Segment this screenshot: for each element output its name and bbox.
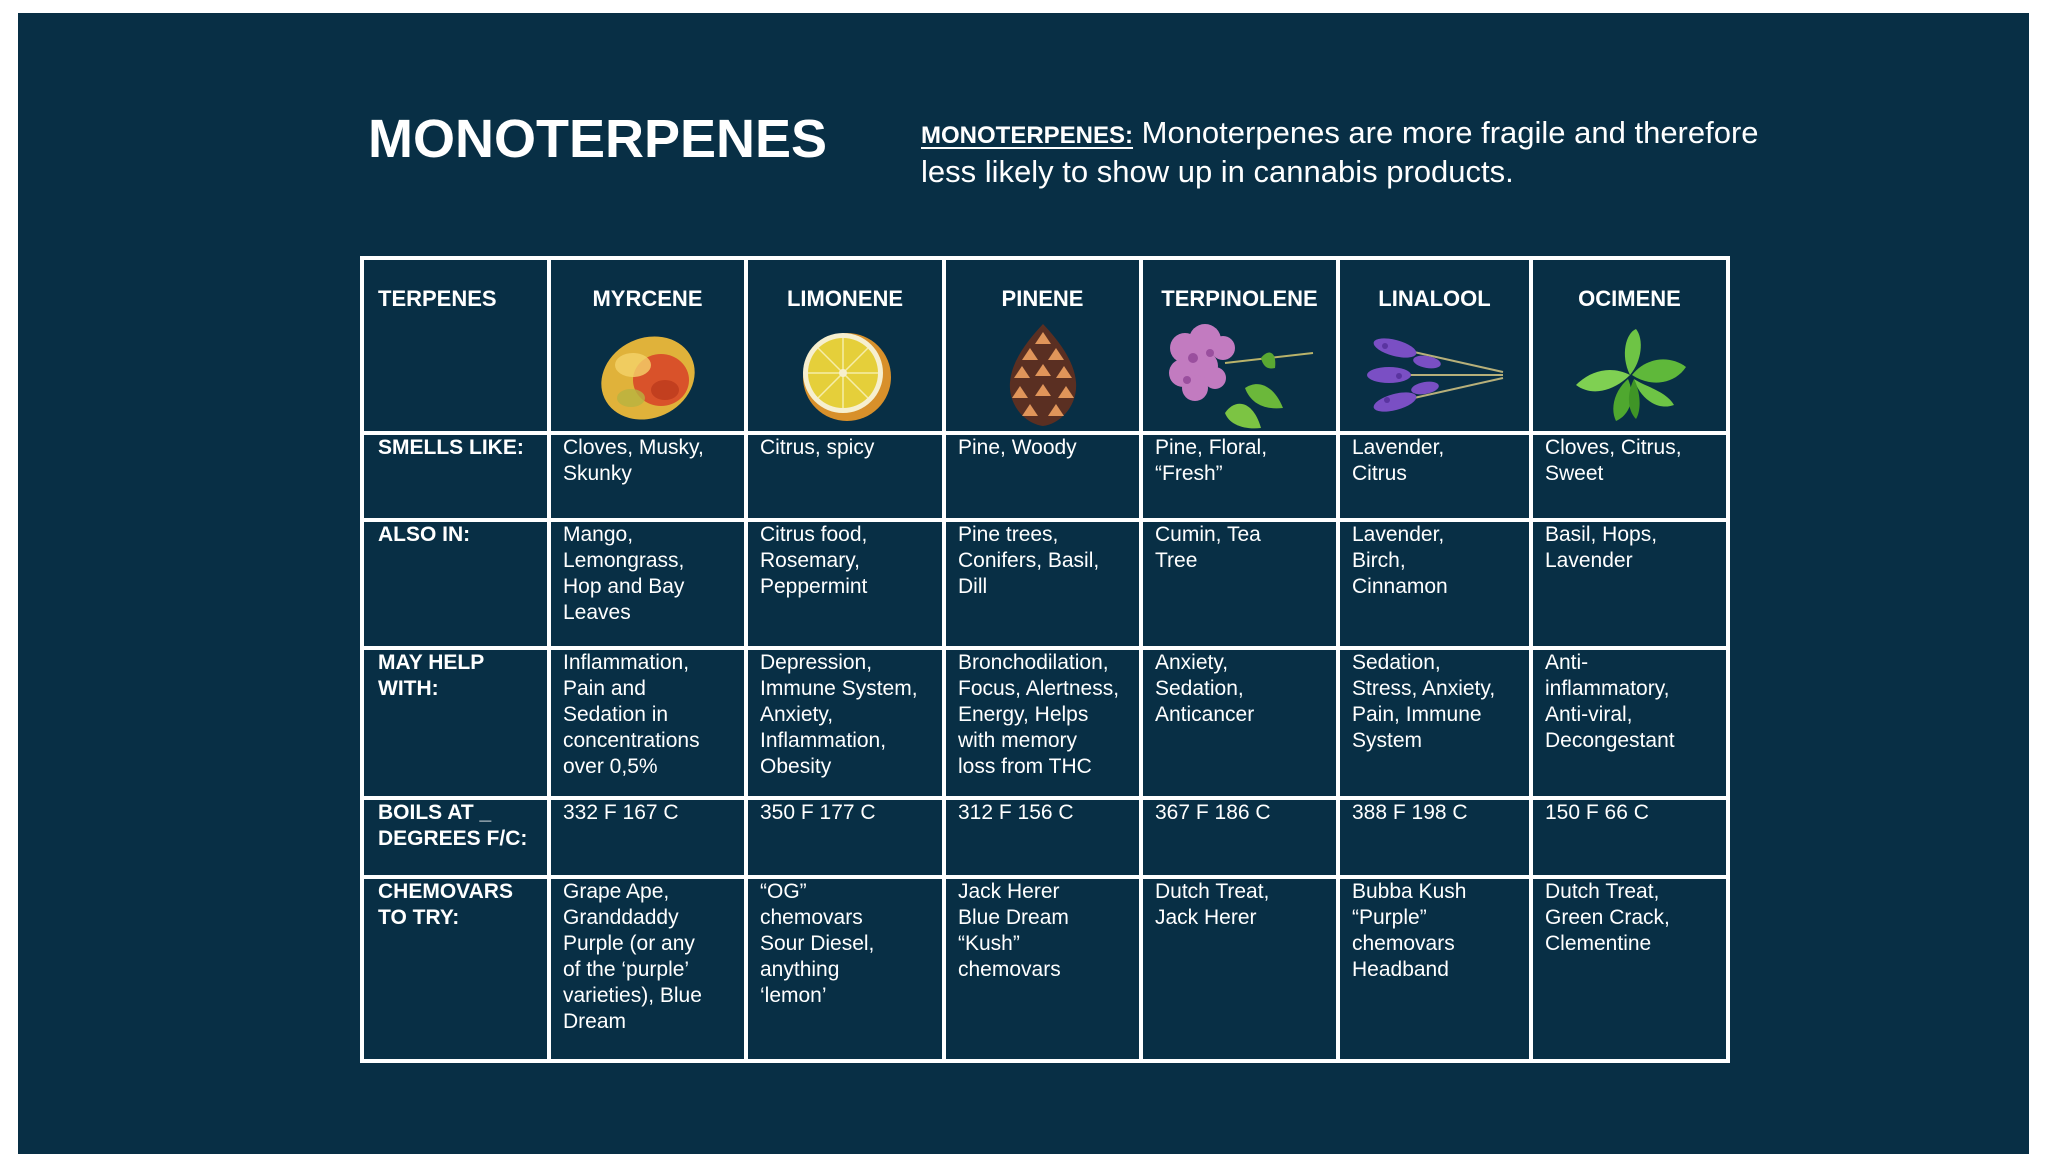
row-label: SMELLS LIKE: bbox=[360, 431, 551, 522]
column-myrcene: MYRCENE bbox=[547, 256, 748, 435]
table-cell: Mango, Lemongrass, Hop and Bay Leaves bbox=[547, 518, 748, 650]
table-cell: Citrus, spicy bbox=[744, 431, 946, 522]
pinecone-icon bbox=[998, 320, 1088, 430]
table-cell: Pine, Woody bbox=[942, 431, 1143, 522]
table-cell: Basil, Hops, Lavender bbox=[1529, 518, 1730, 650]
row-label: CHEMOVARS TO TRY: bbox=[360, 875, 551, 1063]
table-row-also-in: ALSO IN: Mango, Lemongrass, Hop and Bay … bbox=[360, 518, 1730, 650]
table-cell: Dutch Treat, Jack Herer bbox=[1139, 875, 1340, 1063]
table-cell: 150 F 66 C bbox=[1529, 796, 1730, 879]
table-cell: Grape Ape, Granddaddy Purple (or any of … bbox=[547, 875, 748, 1063]
table-row-boils-at: BOILS AT _ DEGREES F/C: 332 F 167 C 350 … bbox=[360, 796, 1730, 879]
row-label: MAY HELP WITH: bbox=[360, 646, 551, 800]
column-label: MYRCENE bbox=[592, 286, 703, 311]
terpene-table: TERPENES MYRCENE LIM bbox=[360, 256, 1730, 1063]
table-cell: Jack Herer Blue Dream “Kush” chemovars bbox=[942, 875, 1143, 1063]
table-cell: 312 F 156 C bbox=[942, 796, 1143, 879]
table-row-smells-like: SMELLS LIKE: Cloves, Musky, Skunky Citru… bbox=[360, 431, 1730, 522]
table-cell: Cumin, Tea Tree bbox=[1139, 518, 1340, 650]
table-row-chemovars: CHEMOVARS TO TRY: Grape Ape, Granddaddy … bbox=[360, 875, 1730, 1063]
table-cell: Lavender, Citrus bbox=[1336, 431, 1533, 522]
table-cell: Dutch Treat, Green Crack, Clementine bbox=[1529, 875, 1730, 1063]
corner-label: TERPENES bbox=[360, 256, 551, 435]
page-title: MONOTERPENES bbox=[368, 109, 828, 169]
table-cell: Depression, Immune System, Anxiety, Infl… bbox=[744, 646, 946, 800]
table-cell: Cloves, Citrus, Sweet bbox=[1529, 431, 1730, 522]
table-cell: Bronchodilation, Focus, Alertness, Energ… bbox=[942, 646, 1143, 800]
table-cell: Pine trees, Conifers, Basil, Dill bbox=[942, 518, 1143, 650]
lavender-icon bbox=[1365, 330, 1505, 420]
row-label: BOILS AT _ DEGREES F/C: bbox=[360, 796, 551, 879]
table-cell: 332 F 167 C bbox=[547, 796, 748, 879]
column-ocimene: OCIMENE bbox=[1529, 256, 1730, 435]
table-row-may-help-with: MAY HELP WITH: Inflammation, Pain and Se… bbox=[360, 646, 1730, 800]
table-cell: 367 F 186 C bbox=[1139, 796, 1340, 879]
column-label: TERPINOLENE bbox=[1161, 286, 1318, 311]
table-cell: Lavender, Birch, Cinnamon bbox=[1336, 518, 1533, 650]
description: MONOTERPENES: Monoterpenes are more frag… bbox=[921, 115, 1761, 190]
column-label: LINALOOL bbox=[1378, 286, 1491, 311]
lemon-icon bbox=[795, 325, 895, 425]
table-cell: Pine, Floral, “Fresh” bbox=[1139, 431, 1340, 522]
column-label: LIMONENE bbox=[786, 286, 904, 311]
slide: MONOTERPENES MONOTERPENES: Monoterpenes … bbox=[18, 13, 2029, 1154]
lilac-icon bbox=[1165, 318, 1315, 433]
column-linalool: LINALOOL bbox=[1336, 256, 1533, 435]
description-lead: MONOTERPENES: bbox=[921, 122, 1134, 149]
row-label: ALSO IN: bbox=[360, 518, 551, 650]
table-cell: Cloves, Musky, Skunky bbox=[547, 431, 748, 522]
table-cell: Sedation, Stress, Anxiety, Pain, Immune … bbox=[1336, 646, 1533, 800]
basil-icon bbox=[1570, 325, 1690, 425]
table-cell: Inflammation, Pain and Sedation in conce… bbox=[547, 646, 748, 800]
mango-icon bbox=[593, 320, 703, 430]
column-terpinolene: TERPINOLENE bbox=[1139, 256, 1340, 435]
column-pinene: PINENE bbox=[942, 256, 1143, 435]
table-cell: Anti- inflammatory, Anti-viral, Deconges… bbox=[1529, 646, 1730, 800]
column-label: PINENE bbox=[1001, 286, 1084, 311]
table-cell: Anxiety, Sedation, Anticancer bbox=[1139, 646, 1340, 800]
table-cell: 350 F 177 C bbox=[744, 796, 946, 879]
column-limonene: LIMONENE bbox=[744, 256, 946, 435]
table-cell: Citrus food, Rosemary, Peppermint bbox=[744, 518, 946, 650]
table-cell: “OG” chemovars Sour Diesel, anything ‘le… bbox=[744, 875, 946, 1063]
description-text: Monoterpenes are more fragile and theref… bbox=[921, 115, 1759, 189]
table-cell: Bubba Kush “Purple” chemovars Headband bbox=[1336, 875, 1533, 1063]
header-row: TERPENES MYRCENE LIM bbox=[360, 256, 1730, 435]
column-label: OCIMENE bbox=[1578, 286, 1681, 311]
table-cell: 388 F 198 C bbox=[1336, 796, 1533, 879]
